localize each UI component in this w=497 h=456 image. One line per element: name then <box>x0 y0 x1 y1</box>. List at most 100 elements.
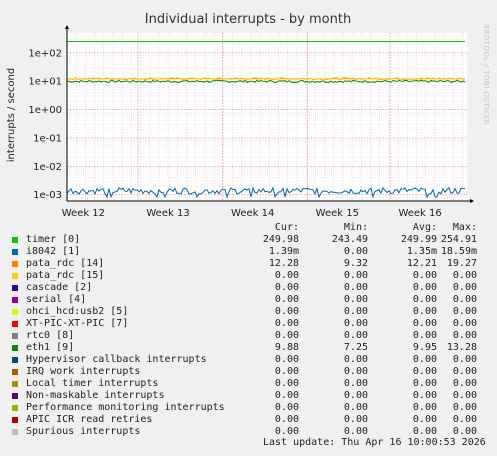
series-line <box>66 186 466 199</box>
legend-row: Non-maskable interrupts 0.00 0.00 0.00 0.00 <box>12 390 492 402</box>
legend-avg: 0.00 <box>412 426 437 437</box>
legend-name: pata_rdc [15] <box>26 270 105 281</box>
legend-row: rtc0 [8] 0.00 0.00 0.00 0.00 <box>12 330 492 342</box>
legend-row: pata_rdc [15] 0.00 0.00 0.00 0.00 <box>12 270 492 282</box>
legend-avg: 0.00 <box>412 390 437 401</box>
legend-avg: 0.00 <box>412 270 437 281</box>
legend-row: APIC ICR read retries 0.00 0.00 0.00 0.00 <box>12 414 492 426</box>
legend-min: 0.00 <box>343 270 368 281</box>
legend-swatch <box>12 369 18 375</box>
legend-name: Local timer interrupts <box>26 378 159 389</box>
legend-min: 0.00 <box>343 354 368 365</box>
legend-cur: 0.00 <box>274 390 299 401</box>
y-tick-label: 1e-01 <box>33 133 62 144</box>
legend-avg: 0.00 <box>412 402 437 413</box>
legend-row: Local timer interrupts 0.00 0.00 0.00 0.00 <box>12 378 492 390</box>
legend-min: 243.49 <box>331 234 368 245</box>
legend-row: XT-PIC-XT-PIC [7] 0.00 0.00 0.00 0.00 <box>12 318 492 330</box>
legend-swatch <box>12 321 18 327</box>
legend-name: Non-maskable interrupts <box>26 390 165 401</box>
y-axis-label: interrupts / second <box>6 68 17 162</box>
legend-cur: 0.00 <box>274 414 299 425</box>
legend-swatch <box>12 357 18 363</box>
legend-row: Hypervisor callback interrupts 0.00 0.00 0.… <box>12 354 492 366</box>
legend-name: timer [0] <box>26 234 81 245</box>
y-tick-label: 1e+01 <box>28 77 62 88</box>
legend-min: 0.00 <box>343 246 368 257</box>
y-tick-label: 1e-03 <box>33 190 62 201</box>
x-axis-arrow <box>470 199 474 203</box>
legend-avg: 0.00 <box>412 414 437 425</box>
legend-max: 18.59m <box>440 246 477 257</box>
legend-max: 0.00 <box>452 402 477 413</box>
legend-avg: 0.00 <box>412 354 437 365</box>
legend-name: Spurious interrupts <box>26 426 141 437</box>
legend-avg: 249.99 <box>400 234 437 245</box>
legend-header-cur: Cur: <box>274 222 299 233</box>
legend-min: 0.00 <box>343 294 368 305</box>
legend-header: Cur: Min: Avg: Max: <box>12 222 492 234</box>
legend-swatch <box>12 417 18 423</box>
y-axis-arrow <box>65 25 69 29</box>
legend-min: 0.00 <box>343 282 368 293</box>
legend-max: 0.00 <box>452 330 477 341</box>
last-update: Last update: Thu Apr 16 10:00:53 2026 <box>263 437 486 448</box>
plot-background <box>67 33 467 201</box>
legend-row: cascade [2] 0.00 0.00 0.00 0.00 <box>12 282 492 294</box>
legend-row: pata_rdc [14] 12.28 9.32 12.21 19.27 <box>12 258 492 270</box>
legend-cur: 12.28 <box>268 258 299 269</box>
legend-cur: 0.00 <box>274 366 299 377</box>
legend-cur: 249.98 <box>262 234 299 245</box>
legend-row: Performance monitoring interrupts 0.00 0.0… <box>12 402 492 414</box>
legend-cur: 0.00 <box>274 306 299 317</box>
legend-row: IRQ work interrupts 0.00 0.00 0.00 0.00 <box>12 366 492 378</box>
legend-max: 0.00 <box>452 294 477 305</box>
legend-avg: 0.00 <box>412 378 437 389</box>
legend-cur: 0.00 <box>274 270 299 281</box>
legend-swatch <box>12 297 18 303</box>
legend-swatch <box>12 261 18 267</box>
legend-min: 0.00 <box>343 366 368 377</box>
interrupts-chart: Individual interrupts - by month interru… <box>6 12 490 219</box>
legend-avg: 1.35m <box>406 246 437 257</box>
legend-max: 0.00 <box>452 426 477 437</box>
legend-swatch <box>12 309 18 315</box>
legend-name: ohci_hcd:usb2 [5] <box>26 306 129 317</box>
legend-swatch <box>12 249 18 255</box>
legend-max: 13.28 <box>446 342 477 353</box>
legend-header-max: Max: <box>452 222 477 233</box>
y-tick-label: 1e+00 <box>28 105 62 116</box>
legend-header-avg: Avg: <box>412 222 437 233</box>
legend-avg: 0.00 <box>412 318 437 329</box>
legend-max: 19.27 <box>446 258 477 269</box>
legend-cur: 0.00 <box>274 402 299 413</box>
legend-swatch <box>12 237 18 243</box>
legend-min: 0.00 <box>343 330 368 341</box>
y-tick-label: 1e+02 <box>28 48 62 59</box>
legend-name: cascade [2] <box>26 282 93 293</box>
legend-max: 0.00 <box>452 414 477 425</box>
legend-max: 0.00 <box>452 282 477 293</box>
legend-avg: 0.00 <box>412 282 437 293</box>
legend-cur: 0.00 <box>274 378 299 389</box>
x-tick-label: Week 14 <box>231 208 274 219</box>
legend-name: serial [4] <box>26 294 87 305</box>
legend-name: i8042 [1] <box>26 246 81 257</box>
legend-avg: 9.95 <box>412 342 437 353</box>
legend-swatch <box>12 333 18 339</box>
legend-row: timer [0] 249.98 243.49 249.99 254.91 <box>12 234 492 246</box>
x-tick-label: Week 15 <box>316 208 359 219</box>
legend-max: 254.91 <box>440 234 477 245</box>
legend-name: XT-PIC-XT-PIC [7] <box>26 318 129 329</box>
legend-header-min: Min: <box>343 222 368 233</box>
legend-name: Performance monitoring interrupts <box>26 402 225 413</box>
legend-min: 0.00 <box>343 306 368 317</box>
legend: Cur: Min: Avg: Max: timer [0] 249.98 243.4… <box>12 222 492 438</box>
chart-title: Individual interrupts - by month <box>145 12 351 27</box>
legend-cur: 9.88 <box>274 342 299 353</box>
legend-row: i8042 [1] 1.39m 0.00 1.35m 18.59m <box>12 246 492 258</box>
legend-min: 0.00 <box>343 414 368 425</box>
legend-min: 0.00 <box>343 426 368 437</box>
x-tick-label: Week 16 <box>398 208 441 219</box>
legend-min: 9.32 <box>343 258 368 269</box>
